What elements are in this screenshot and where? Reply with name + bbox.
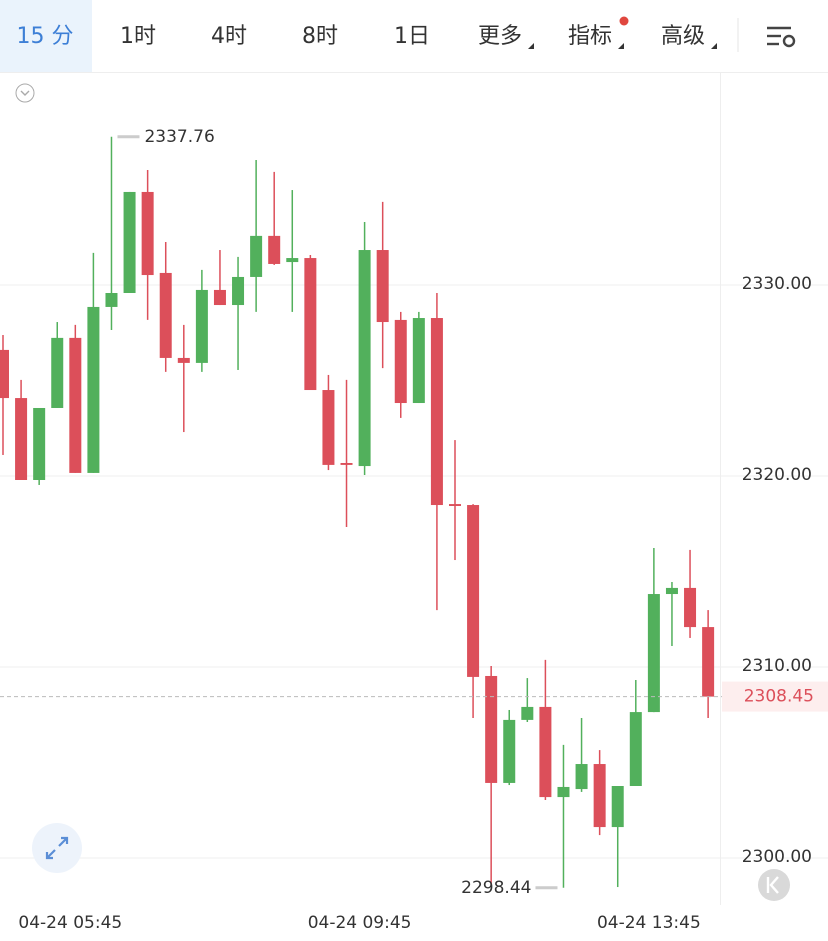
- x-tick-label: 04-24 05:45: [18, 913, 122, 933]
- candle-body: [611, 786, 624, 828]
- timeframe-tab[interactable]: 高级: [661, 24, 705, 49]
- candle-body: [51, 337, 64, 408]
- collapse-button[interactable]: [15, 83, 35, 103]
- candle-body: [485, 675, 498, 783]
- scroll-end-button[interactable]: [758, 869, 790, 901]
- candle-body: [159, 272, 172, 358]
- candle-body: [557, 786, 570, 798]
- candle-body: [87, 306, 100, 473]
- last-price-bg: [722, 681, 828, 712]
- candle-body: [358, 250, 371, 467]
- dropdown-caret: [528, 43, 534, 49]
- candle-body: [430, 318, 443, 506]
- active-tab-bg: [0, 0, 92, 72]
- settings-button[interactable]: [767, 26, 796, 48]
- last-price-label: 2308.45: [744, 687, 814, 707]
- notification-dot: [619, 16, 629, 26]
- candle-body: [232, 276, 245, 306]
- timeframe-tab[interactable]: 更多: [478, 24, 522, 49]
- x-tick-label: 04-24 13:45: [597, 913, 701, 933]
- candle-body: [105, 293, 118, 307]
- candle-body: [629, 712, 642, 786]
- timeframe-tab[interactable]: 4时: [211, 24, 247, 49]
- candle-body: [593, 764, 606, 828]
- plot: 2300.00 2310.00 2320.00 2330.00 04-24 05:45 0…: [0, 127, 828, 933]
- candle-body: [467, 505, 480, 677]
- candle-body: [539, 706, 552, 798]
- candle-body: [412, 318, 425, 404]
- candle-body: [69, 337, 82, 473]
- expand-button[interactable]: [32, 823, 82, 873]
- y-tick-label: 2310.00: [742, 656, 812, 676]
- y-tick-label: 2330.00: [742, 274, 812, 294]
- candle-body: [304, 258, 317, 391]
- candle-body: [0, 349, 9, 399]
- timeframe-tab[interactable]: 1日: [394, 24, 430, 49]
- max-label: 2337.76: [144, 127, 214, 147]
- candle-body: [575, 764, 588, 790]
- candle-body: [322, 390, 335, 465]
- candle-body: [394, 319, 407, 404]
- dropdown-caret: [711, 43, 717, 49]
- candle-body: [449, 504, 461, 506]
- candle-body: [665, 587, 678, 595]
- candle-body: [503, 719, 516, 783]
- candle-body: [647, 594, 660, 713]
- candle-body: [195, 289, 208, 363]
- min-label: 2298.44: [461, 878, 531, 898]
- candle-body: [213, 289, 226, 306]
- candle-body: [33, 407, 46, 480]
- y-tick-label: 2300.00: [742, 847, 812, 867]
- candle-body: [250, 235, 263, 277]
- timeframe-tab[interactable]: 指标: [568, 24, 612, 49]
- candle-body: [702, 627, 715, 697]
- candle-body: [123, 191, 136, 293]
- dropdown-caret: [618, 43, 624, 49]
- candle-body: [141, 191, 154, 276]
- candle-body: [521, 706, 534, 720]
- candle-body: [286, 258, 299, 263]
- candle-body: [376, 250, 389, 323]
- y-tick-label: 2320.00: [742, 465, 812, 485]
- candle-body: [684, 587, 697, 628]
- candle-body: [340, 463, 353, 465]
- timeframe-tab[interactable]: 8时: [302, 24, 338, 49]
- candle-body: [15, 398, 28, 480]
- candle-body: [268, 235, 281, 264]
- candle-body: [177, 357, 190, 363]
- timeframe-tab[interactable]: 1时: [120, 24, 156, 49]
- x-tick-label: 04-24 09:45: [308, 913, 412, 933]
- timeframe-tab[interactable]: 15 分: [17, 24, 74, 49]
